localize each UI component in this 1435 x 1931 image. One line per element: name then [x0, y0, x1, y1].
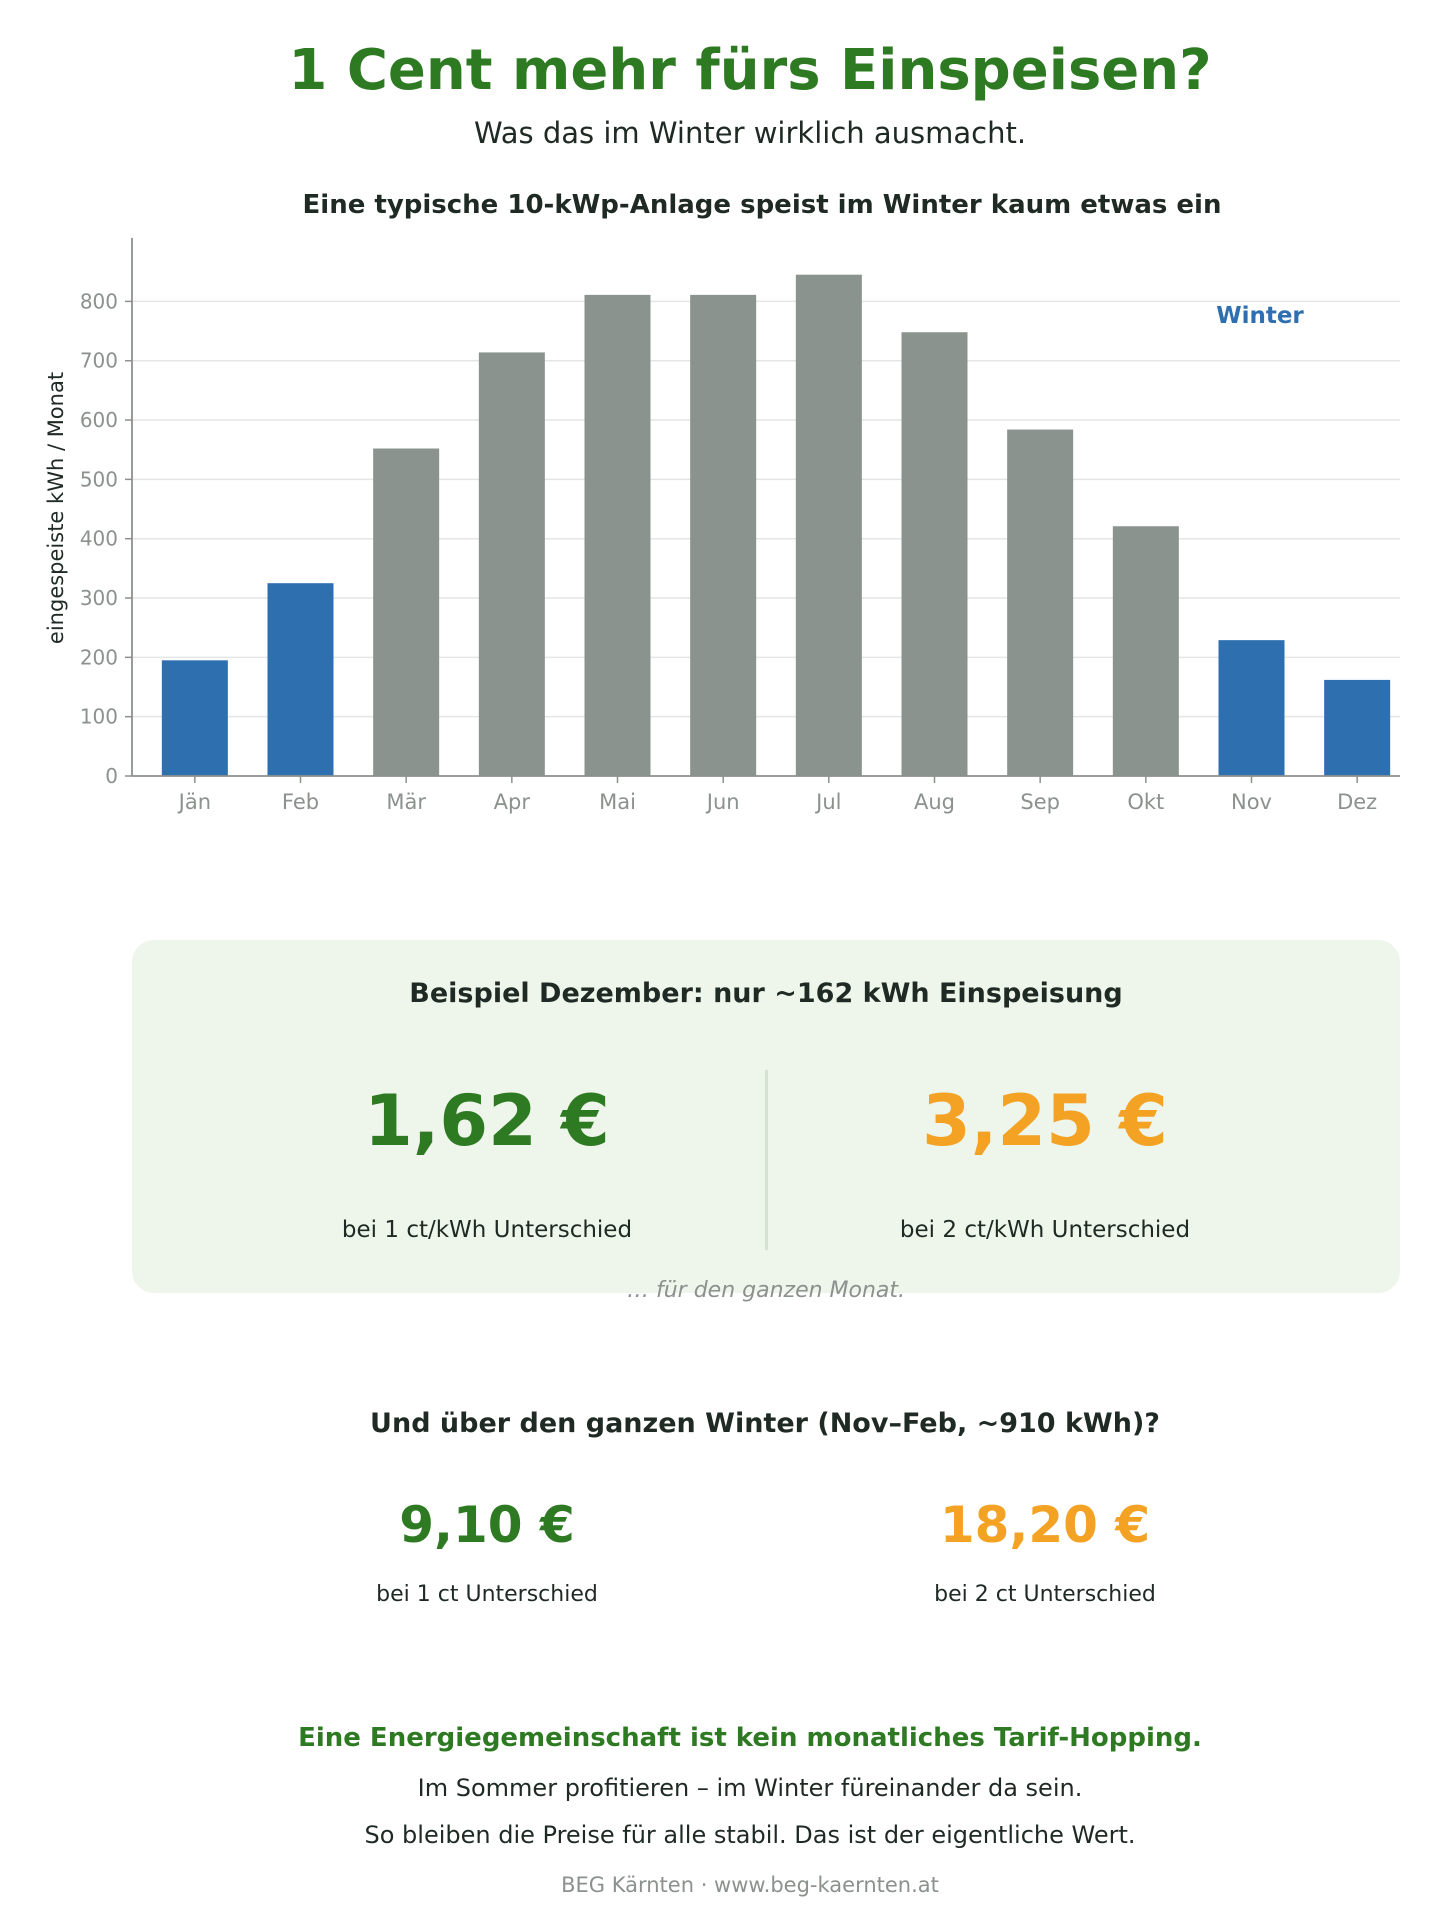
x-tick-label: Sep — [1020, 790, 1060, 814]
y-tick-label: 0 — [105, 764, 118, 788]
bar-Mai — [584, 294, 651, 776]
bar-Dez — [1324, 679, 1391, 776]
y-tick-label: 100 — [80, 705, 118, 729]
x-tick-label: Jun — [705, 790, 740, 814]
bar-Feb — [267, 583, 334, 776]
x-tick-label: Apr — [494, 790, 531, 814]
bar-Jun — [690, 294, 757, 776]
winter-value-1ct: 9,10 € — [399, 1496, 575, 1554]
winter-caption-1ct: bei 1 ct Unterschied — [376, 1582, 598, 1607]
main-title: 1 Cent mehr fürs Einspeisen? — [288, 38, 1212, 103]
bar-Jul — [795, 274, 862, 776]
panel-divider — [765, 1070, 768, 1250]
monthly-feed-in-chart: Eine typische 10-kWp-Anlage speist im Wi… — [44, 190, 1400, 814]
x-tick-label: Mär — [386, 790, 426, 814]
bar-Aug — [901, 332, 968, 776]
december-value-1ct: 1,62 € — [364, 1080, 610, 1162]
x-tick-label: Aug — [914, 790, 955, 814]
y-tick-label: 800 — [80, 289, 118, 313]
x-tick-label: Jän — [177, 790, 211, 814]
december-caption-1ct: bei 1 ct/kWh Unterschied — [341, 1217, 633, 1243]
closing-line-2: So bleiben die Preise für alle stabil. D… — [364, 1821, 1136, 1849]
x-tick-label: Dez — [1337, 790, 1377, 814]
chart-title: Eine typische 10-kWp-Anlage speist im Wi… — [303, 190, 1222, 220]
bar-Apr — [478, 352, 545, 776]
december-title: Beispiel Dezember: nur ~162 kWh Einspeis… — [409, 978, 1123, 1009]
legend-winter: Winter — [1216, 303, 1304, 329]
bar-Jän — [161, 660, 228, 776]
bars — [161, 274, 1391, 776]
y-tick-label: 600 — [80, 408, 118, 432]
footer: BEG Kärnten · www.beg-kaernten.at — [561, 1873, 939, 1897]
y-tick-label: 700 — [80, 349, 118, 373]
y-tick-label: 200 — [80, 645, 118, 669]
subtitle: Was das im Winter wirklich ausmacht. — [473, 116, 1027, 150]
december-value-2ct: 3,25 € — [922, 1080, 1168, 1162]
bar-Sep — [1007, 429, 1074, 776]
axes: 0 100 200 300 400 500 600 700 800 Jän Feb Mär Apr Mai… — [80, 238, 1400, 814]
winter-title: Und über den ganzen Winter (Nov–Feb, ~91… — [370, 1408, 1160, 1439]
x-tick-label: Feb — [282, 790, 319, 814]
y-tick-label: 500 — [80, 467, 118, 491]
x-tick-label: Okt — [1127, 790, 1164, 814]
grid-lines — [132, 300, 1400, 718]
closing-title: Eine Energiegemeinschaft ist kein monatl… — [298, 1723, 1202, 1753]
y-axis-label: eingespeiste kWh / Monat — [44, 372, 68, 644]
x-tick-label: Jul — [814, 790, 841, 814]
december-note: … für den ganzen Monat. — [626, 1278, 906, 1303]
winter-value-2ct: 18,20 € — [939, 1496, 1151, 1554]
x-tick-label: Mai — [599, 790, 636, 814]
bar-Nov — [1218, 640, 1285, 776]
y-tick-label: 400 — [80, 527, 118, 551]
bar-Okt — [1112, 526, 1179, 776]
december-caption-2ct: bei 2 ct/kWh Unterschied — [899, 1217, 1191, 1243]
x-tick-label: Nov — [1231, 790, 1272, 814]
closing-line-1: Im Sommer profitieren – im Winter fürein… — [417, 1774, 1083, 1802]
bar-Mär — [373, 448, 440, 776]
winter-caption-2ct: bei 2 ct Unterschied — [934, 1582, 1156, 1607]
y-tick-label: 300 — [80, 586, 118, 610]
